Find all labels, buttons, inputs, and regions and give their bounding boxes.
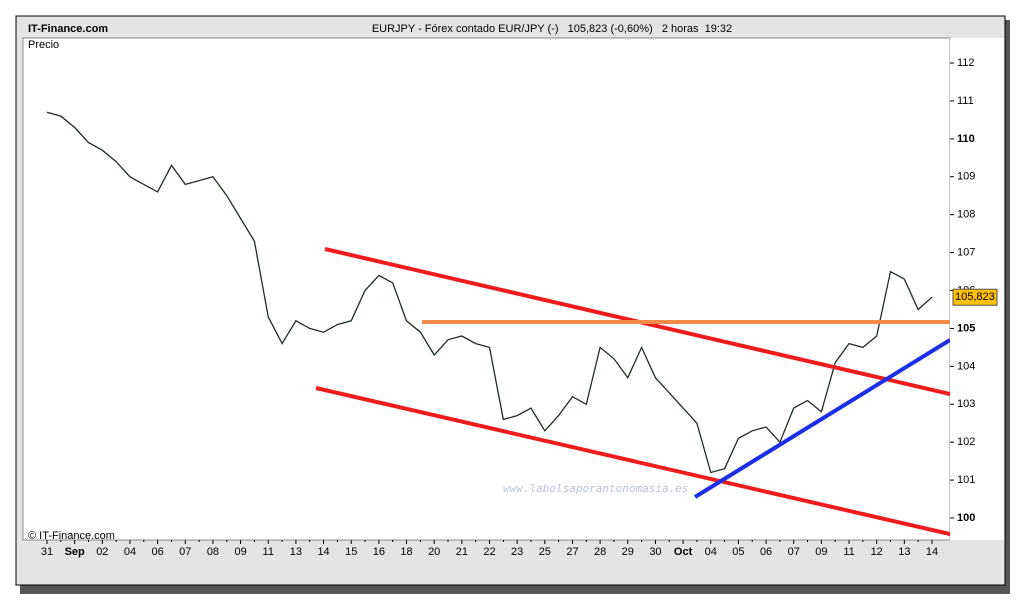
channel-lower (315, 386, 950, 537)
plot (46, 111, 933, 474)
plot-area (22, 37, 951, 541)
x-tick-label: 13 (898, 546, 910, 558)
x-tick-label: 28 (594, 546, 606, 558)
y-tick-label: 108 (957, 209, 975, 221)
x-tick-label: 06 (760, 546, 772, 558)
x-tick-label: Sep (65, 546, 85, 558)
x-tick-label: 04 (705, 546, 717, 558)
last-price-box (952, 288, 998, 306)
x-tick-label: 13 (290, 546, 302, 558)
y-tick-label: 102 (957, 436, 975, 448)
x-tick-label: 29 (622, 546, 634, 558)
x-tick-label: 14 (317, 546, 329, 558)
y-tick-label: 110 (957, 133, 975, 145)
x-tick-label: Oct (674, 546, 693, 558)
support-line (693, 338, 950, 499)
x-tick-label: 06 (152, 546, 164, 558)
x-tick-label: 14 (926, 546, 938, 558)
x-tick-label: 11 (843, 546, 854, 558)
site: IT-Finance.com (28, 23, 108, 35)
watermark: www.labolsaporantonomasia.es (503, 482, 688, 495)
x-tick-label: 31 (41, 546, 53, 558)
trendlines (315, 247, 950, 537)
y-tick-label: 103 (957, 398, 975, 410)
y-tick-label: 112 (957, 57, 975, 69)
x-tick-label: 25 (539, 546, 551, 558)
y-tick-label: 105 (957, 322, 975, 334)
x-tick-label: 07 (788, 546, 800, 558)
x-tick-label: 30 (649, 546, 661, 558)
copyright: © IT-Finance.com (28, 530, 115, 542)
channel-upper (324, 247, 950, 397)
x-tick-label: 20 (428, 546, 440, 558)
x-tick-label: 02 (96, 546, 108, 558)
y-tick-label: 101 (957, 474, 975, 486)
x-tick-label: 11 (263, 546, 274, 558)
price-line (46, 111, 933, 474)
x-tick-label: 27 (566, 546, 578, 558)
chart-title: EURJPY - Fórex contado EUR/JPY (-) 105,8… (372, 23, 732, 35)
x-tick-label: 05 (732, 546, 744, 558)
y-tick-label: 109 (957, 171, 975, 183)
y-tick-label: 107 (957, 247, 975, 259)
x-tick-label: 09 (234, 546, 246, 558)
x-tick-label: 18 (400, 546, 412, 558)
x-tick-label: 23 (511, 546, 523, 558)
x-tick-label: 12 (871, 546, 883, 558)
x-tick-label: 15 (345, 546, 357, 558)
x-tick-label: 08 (207, 546, 219, 558)
x-tick-label: 04 (124, 546, 136, 558)
x-tick-label: 16 (373, 546, 385, 558)
y-tick-label: 111 (957, 95, 974, 107)
last-price-label: 105,823 (955, 291, 995, 303)
x-tick-label: 07 (179, 546, 191, 558)
x-tick-label: 09 (815, 546, 827, 558)
x-tick-label: 21 (456, 546, 468, 558)
x-tick-label: 22 (483, 546, 495, 558)
y-tick-label: 100 (957, 512, 975, 524)
y-label: Precio (28, 39, 59, 51)
y-tick-label: 104 (957, 360, 975, 372)
